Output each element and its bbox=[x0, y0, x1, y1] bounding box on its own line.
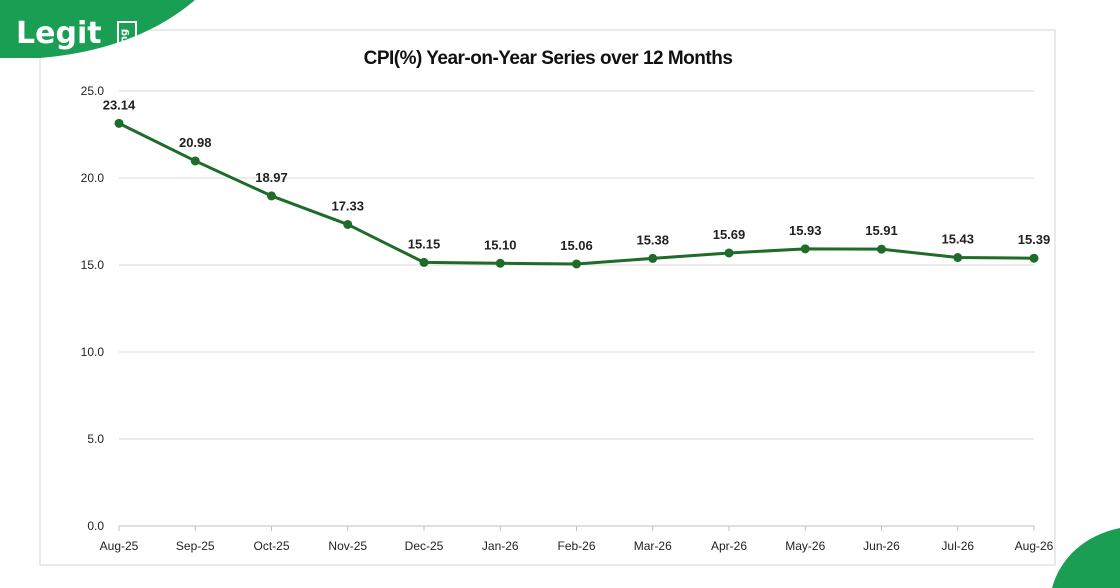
data-label-layer: 23.14 20.98 18.97 17.33 15.15 15.10 15.06 15.38… bbox=[103, 97, 1051, 253]
x-tick-label: Mar-26 bbox=[634, 539, 672, 553]
data-label: 15.43 bbox=[941, 232, 974, 247]
data-point bbox=[800, 244, 810, 254]
legit-logo: Legit ng bbox=[16, 16, 137, 51]
data-point bbox=[114, 118, 124, 128]
chart-frame bbox=[39, 29, 1056, 566]
y-tick-label: 25.0 bbox=[81, 84, 105, 98]
data-label: 20.98 bbox=[179, 135, 212, 150]
data-label: 17.33 bbox=[331, 198, 364, 213]
data-label: 15.10 bbox=[484, 237, 517, 252]
data-point bbox=[343, 219, 353, 229]
logo-text: Legit bbox=[16, 16, 102, 51]
data-point bbox=[495, 258, 505, 268]
data-label: 15.38 bbox=[636, 232, 669, 247]
data-label: 15.39 bbox=[1018, 232, 1051, 247]
data-point bbox=[953, 253, 963, 263]
data-point bbox=[877, 244, 886, 254]
logo-suffix-box bbox=[117, 21, 137, 51]
data-point bbox=[419, 257, 429, 267]
x-tick-label: Sep-25 bbox=[176, 539, 215, 553]
data-label: 15.15 bbox=[408, 236, 441, 251]
bottom-right-corner-shape bbox=[1052, 528, 1120, 588]
data-point bbox=[190, 156, 200, 166]
x-tick-label: Nov-25 bbox=[328, 539, 367, 553]
x-axis: Aug-25 Sep-25 Oct-25 Nov-25 Dec-25 Jan-26 Feb-… bbox=[100, 526, 1054, 553]
logo-suffix: ng bbox=[119, 29, 130, 43]
data-label: 15.91 bbox=[865, 223, 898, 238]
data-point bbox=[648, 253, 658, 263]
x-tick-label: Apr-26 bbox=[711, 539, 747, 553]
y-tick-label: 10.0 bbox=[81, 345, 105, 359]
y-axis: 0.0 5.0 10.0 15.0 20.0 25.0 bbox=[81, 84, 105, 533]
x-tick-label: Oct-25 bbox=[253, 539, 289, 553]
data-label: 15.06 bbox=[560, 238, 593, 253]
data-label: 15.69 bbox=[713, 227, 746, 242]
data-point bbox=[724, 248, 734, 258]
logo-corner-shape bbox=[0, 0, 195, 58]
data-point bbox=[572, 259, 581, 269]
x-tick-label: Jan-26 bbox=[482, 539, 519, 553]
x-tick-label: Dec-25 bbox=[405, 539, 444, 553]
data-point bbox=[1029, 253, 1039, 263]
series-layer bbox=[114, 118, 1039, 269]
x-tick-label: Jul-26 bbox=[941, 539, 974, 553]
y-tick-label: 0.0 bbox=[87, 519, 104, 533]
data-label: 15.93 bbox=[789, 223, 822, 238]
y-tick-label: 20.0 bbox=[81, 171, 105, 185]
data-point bbox=[267, 191, 276, 201]
data-label: 18.97 bbox=[255, 170, 288, 185]
y-tick-label: 15.0 bbox=[81, 258, 105, 272]
chart-title: CPI(%) Year-on-Year Series over 12 Month… bbox=[364, 48, 733, 69]
x-tick-label: Feb-26 bbox=[557, 539, 595, 553]
x-tick-label: May-26 bbox=[785, 539, 825, 553]
x-tick-label: Aug-26 bbox=[1015, 539, 1054, 553]
data-label: 23.14 bbox=[103, 97, 136, 112]
x-tick-label: Jun-26 bbox=[863, 539, 900, 553]
y-tick-label: 5.0 bbox=[87, 432, 104, 446]
x-tick-label: Aug-25 bbox=[100, 539, 139, 553]
